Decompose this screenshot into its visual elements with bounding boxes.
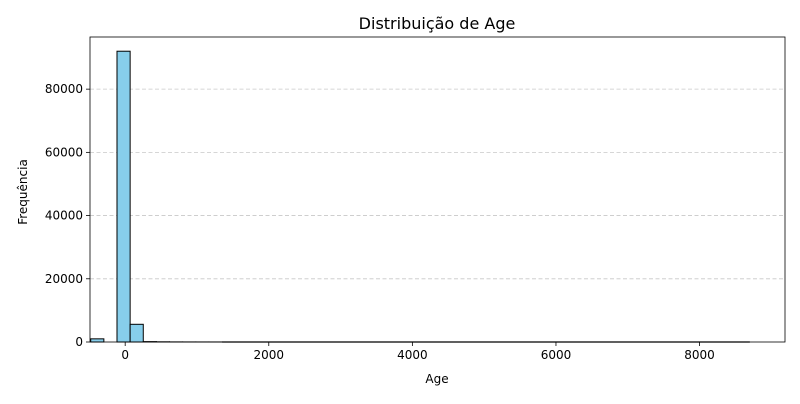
y-tick-label: 0	[75, 335, 83, 349]
histogram-bar	[91, 339, 104, 342]
y-tick-label: 80000	[45, 82, 83, 96]
chart-title: Distribuição de Age	[359, 14, 516, 33]
x-tick-label: 6000	[541, 348, 572, 362]
y-axis-label: Frequência	[16, 159, 30, 225]
y-tick-label: 60000	[45, 145, 83, 159]
histogram-bar	[117, 51, 130, 342]
histogram-bar	[130, 324, 143, 342]
x-tick-label: 4000	[397, 348, 428, 362]
x-tick-label: 2000	[254, 348, 285, 362]
y-tick-label: 40000	[45, 209, 83, 223]
x-tick-label: 8000	[684, 348, 715, 362]
y-tick-label: 20000	[45, 272, 83, 286]
x-axis-label: Age	[425, 372, 448, 386]
x-tick-label: 0	[121, 348, 129, 362]
